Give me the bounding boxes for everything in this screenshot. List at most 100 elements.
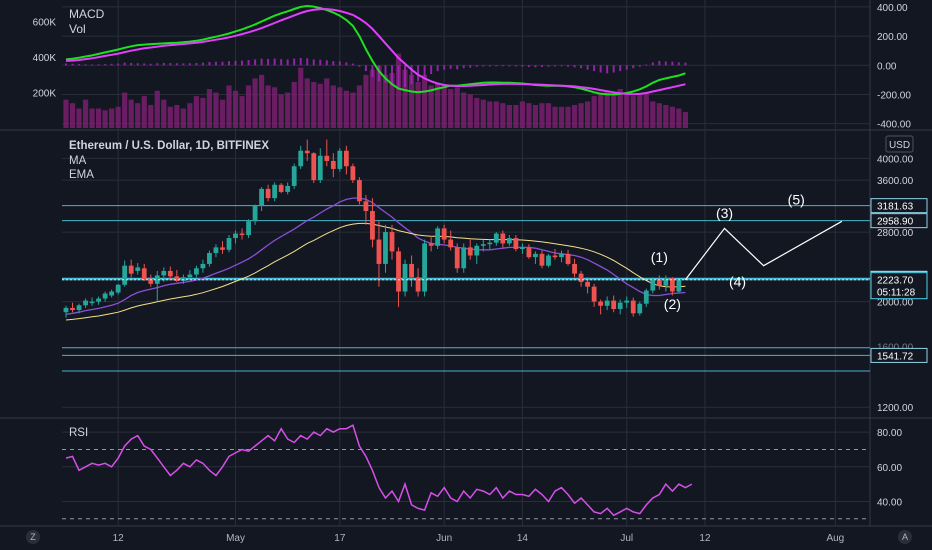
volume-bar bbox=[350, 92, 356, 128]
macd-histogram-bar bbox=[110, 63, 113, 66]
timezone-button[interactable]: Z bbox=[26, 530, 40, 544]
volume-bar bbox=[206, 89, 213, 128]
volume-bar bbox=[291, 81, 297, 128]
price-tag-box bbox=[870, 198, 928, 214]
macd-histogram-bar bbox=[404, 65, 407, 88]
rsi-panel[interactable] bbox=[62, 424, 870, 520]
macd-histogram-bar bbox=[267, 58, 270, 66]
macd-histogram-bar bbox=[351, 63, 354, 66]
macd-histogram-bar bbox=[606, 65, 609, 74]
volume-bar bbox=[506, 104, 512, 128]
volume-axis-tick: 600K bbox=[33, 18, 57, 29]
macd-histogram-bar bbox=[488, 65, 491, 67]
candle-body bbox=[161, 270, 167, 276]
macd-histogram-bar bbox=[554, 65, 556, 67]
volume-bar bbox=[356, 85, 362, 128]
macd-histogram-bar bbox=[599, 65, 602, 73]
candle-up bbox=[115, 283, 121, 295]
candle-down bbox=[591, 283, 597, 307]
volume-bar bbox=[519, 101, 525, 128]
volume-bar bbox=[682, 112, 688, 128]
volume-bar bbox=[650, 101, 656, 128]
x-axis-tick: May bbox=[226, 533, 245, 544]
candle-body bbox=[506, 238, 512, 244]
currency-button[interactable]: USD bbox=[885, 135, 914, 153]
candle-down bbox=[376, 221, 382, 287]
last-price-box bbox=[870, 272, 928, 300]
candle-body bbox=[135, 267, 141, 271]
price-tag-label: 2958.90 bbox=[877, 217, 914, 228]
volume-bar bbox=[193, 96, 199, 128]
candle-up bbox=[546, 253, 551, 268]
macd-histogram-bar bbox=[580, 65, 583, 69]
macd-histogram-bar bbox=[332, 61, 335, 66]
candle-body bbox=[676, 279, 682, 292]
macd-histogram-bar bbox=[325, 60, 328, 66]
candle-down bbox=[539, 250, 545, 269]
candle-up bbox=[506, 235, 512, 246]
macd-histogram-bar bbox=[280, 59, 283, 66]
price-axis-tick: 3600.00 bbox=[877, 176, 914, 187]
macd-histogram-bar bbox=[423, 65, 426, 77]
candle-body bbox=[383, 232, 388, 264]
candle-body bbox=[154, 275, 160, 284]
price-tag[interactable]: 3181.63 bbox=[870, 198, 928, 214]
candle-down bbox=[513, 235, 519, 252]
candle-body bbox=[474, 245, 480, 256]
volume-bar bbox=[109, 108, 115, 128]
price-panel[interactable]: (1) (2) (3) (4) (5) bbox=[62, 139, 870, 372]
candle-down bbox=[220, 241, 225, 254]
macd-volume-panel[interactable] bbox=[63, 4, 688, 128]
price-axis-tick: 1200.00 bbox=[877, 403, 914, 414]
candle-body bbox=[259, 188, 264, 206]
candle-body bbox=[520, 247, 525, 249]
candle-body bbox=[435, 228, 441, 246]
volume-bar bbox=[148, 104, 154, 128]
candle-down bbox=[278, 183, 284, 194]
currency-button-label: USD bbox=[889, 140, 910, 151]
volume-bar bbox=[441, 85, 447, 128]
candle-down bbox=[441, 224, 447, 244]
macd-histogram-bar bbox=[619, 65, 622, 72]
macd-label: MACD bbox=[69, 7, 105, 21]
candle-body bbox=[220, 247, 225, 250]
macd-axis-tick: 0.00 bbox=[877, 61, 897, 72]
macd-histogram-bar bbox=[143, 63, 146, 66]
candle-body bbox=[402, 263, 408, 292]
volume-bar bbox=[376, 66, 382, 128]
price-tag[interactable]: 1541.72 bbox=[870, 347, 928, 363]
candle-body bbox=[265, 188, 271, 199]
volume-bar bbox=[428, 85, 434, 128]
candle-down bbox=[630, 297, 636, 317]
ema-indicator-label[interactable]: EMA bbox=[69, 169, 94, 181]
volume-bar bbox=[135, 103, 141, 128]
candle-down bbox=[148, 274, 154, 287]
price-tag[interactable]: 2958.90 bbox=[870, 213, 928, 229]
candle-up bbox=[663, 275, 669, 292]
candle-body bbox=[624, 300, 630, 303]
candle-up bbox=[246, 219, 251, 239]
price-tag-box bbox=[870, 213, 928, 229]
candle-body bbox=[239, 233, 245, 236]
macd-histogram-bar bbox=[560, 65, 563, 67]
ma-indicator-label[interactable]: MA bbox=[69, 155, 87, 167]
candle-up bbox=[435, 226, 441, 249]
volume-bar bbox=[467, 94, 473, 128]
volume-bar bbox=[272, 87, 278, 128]
candle-down bbox=[552, 248, 558, 260]
candle-up bbox=[83, 298, 88, 308]
candle-up bbox=[122, 260, 128, 287]
x-axis-tick: 14 bbox=[517, 533, 529, 544]
macd-histogram-bar bbox=[338, 61, 341, 66]
candle-body bbox=[493, 233, 499, 243]
volume-bar bbox=[624, 92, 630, 128]
volume-bar bbox=[630, 96, 636, 128]
auto-scale-button[interactable]: A bbox=[898, 530, 912, 544]
macd-histogram-bar bbox=[156, 63, 159, 66]
volume-bar bbox=[324, 78, 330, 128]
bar-countdown-label: 05:11:28 bbox=[877, 288, 916, 299]
candle-body bbox=[396, 251, 401, 292]
macd-histogram-bar bbox=[169, 63, 172, 66]
candle-body bbox=[357, 180, 362, 202]
